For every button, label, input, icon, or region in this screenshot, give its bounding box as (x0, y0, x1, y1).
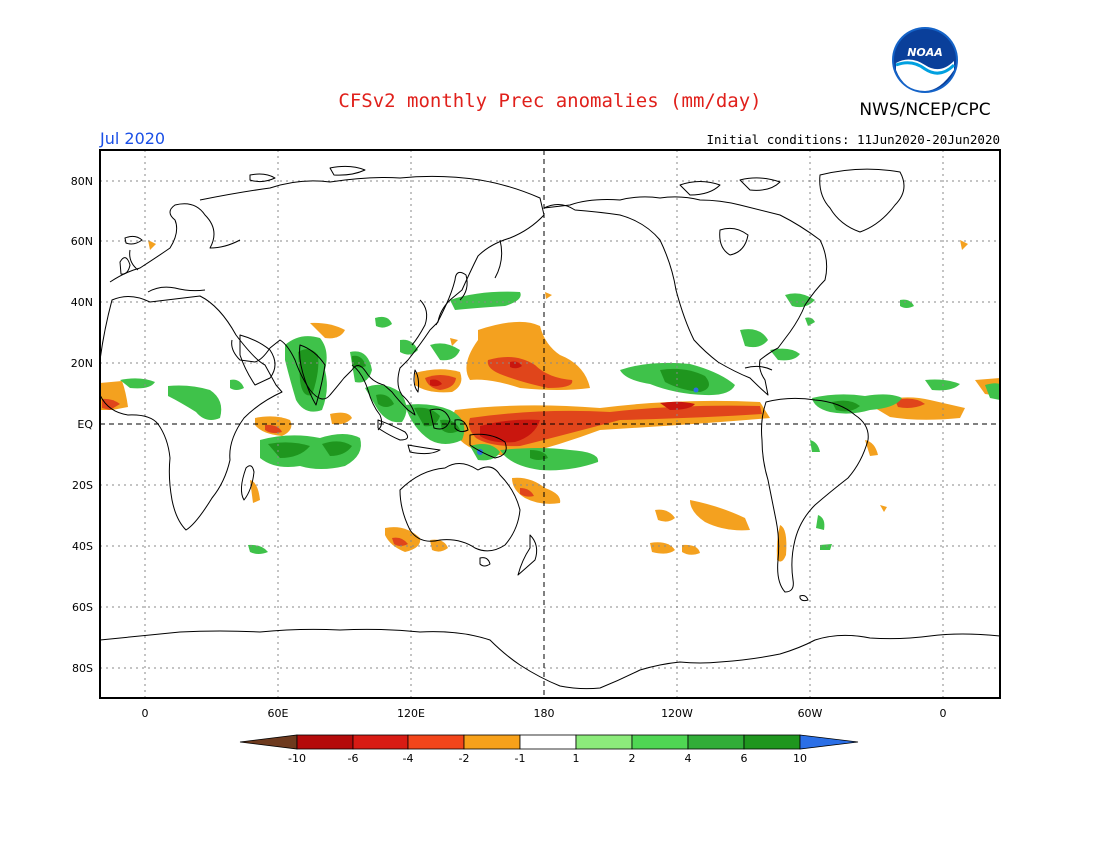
colorbar-bin (463, 734, 521, 750)
lat-label: EQ (77, 418, 93, 431)
lat-label: 20S (72, 479, 93, 492)
colorbar-above-arrow (799, 734, 859, 750)
map-frame (99, 149, 1001, 699)
colorbar (239, 734, 859, 750)
colorbar-tick-label: 6 (741, 752, 748, 765)
colorbar-tick-label: -1 (515, 752, 526, 765)
colorbar-bin (743, 734, 801, 750)
colorbar-bin (352, 734, 409, 750)
lon-label: 60W (798, 707, 823, 720)
colorbar-below-arrow (239, 734, 298, 750)
colorbar-tick-label: 1 (573, 752, 580, 765)
strong-wet-anomaly-areas (268, 349, 860, 460)
colorbar-tick-label: 2 (629, 752, 636, 765)
lon-label: 60E (268, 707, 289, 720)
gridlines (100, 150, 1000, 698)
colorbar-tick-label: -4 (403, 752, 414, 765)
colorbar-bin (631, 734, 689, 750)
colorbar-tick-label: 4 (685, 752, 692, 765)
longitude-labels: 0 60E 120E 180 120W 60W 0 (142, 707, 947, 720)
colorbar-bin (519, 734, 577, 750)
anomaly-layer (100, 240, 1000, 562)
colorbar-labels: -10 -6 -4 -2 -1 1 2 4 6 10 (288, 752, 807, 765)
lon-label: 180 (534, 707, 555, 720)
lon-label: 0 (142, 707, 149, 720)
latitude-labels: 80N 60N 40N 20N EQ 20S 40S 60S 80S (71, 175, 94, 675)
lat-label: 80N (71, 175, 93, 188)
map-title: CFSv2 monthly Prec anomalies (mm/day) (338, 90, 762, 112)
lat-label: 20N (71, 357, 93, 370)
colorbar-tick-label: -6 (348, 752, 359, 765)
agency-label: NWS/NCEP/CPC (859, 100, 991, 120)
lat-label: 60N (71, 235, 93, 248)
initial-conditions: Initial conditions: 11Jun2020-20Jun2020 (706, 132, 1001, 147)
lat-label: 40S (72, 540, 93, 553)
colorbar-bin (296, 734, 354, 750)
noaa-logo-text: NOAA (907, 46, 943, 59)
equator-dateline (100, 150, 1000, 698)
lat-label: 40N (71, 296, 93, 309)
noaa-logo: NOAA (892, 27, 958, 93)
coastlines (100, 165, 1000, 698)
colorbar-tick-label: -2 (459, 752, 470, 765)
colorbar-bin (407, 734, 465, 750)
colorbar-tick-label: -10 (288, 752, 306, 765)
forecast-month: Jul 2020 (100, 129, 166, 148)
lat-label: 80S (72, 662, 93, 675)
lon-label: 120E (397, 707, 425, 720)
lon-label: 0 (940, 707, 947, 720)
colorbar-bin (575, 734, 633, 750)
colorbar-bin (687, 734, 745, 750)
lon-label: 120W (661, 707, 693, 720)
lat-label: 60S (72, 601, 93, 614)
colorbar-tick-label: 10 (793, 752, 807, 765)
